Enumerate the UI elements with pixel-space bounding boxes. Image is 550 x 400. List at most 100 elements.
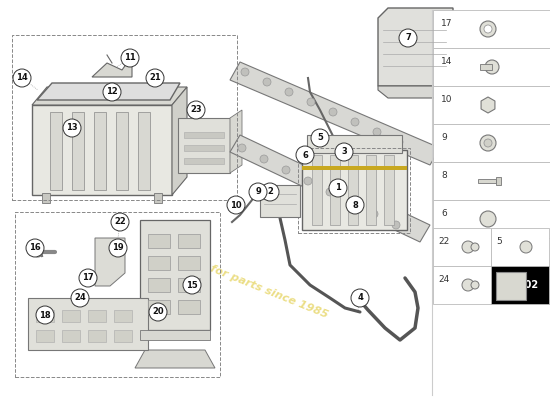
Bar (116, 112, 128, 190)
Bar (260, 185, 300, 217)
Text: 13: 13 (66, 124, 78, 132)
Circle shape (399, 29, 417, 47)
Bar (348, 155, 358, 225)
Bar (298, 148, 410, 233)
Circle shape (146, 69, 164, 87)
Circle shape (227, 196, 245, 214)
Text: 17: 17 (441, 20, 453, 28)
Bar (140, 330, 210, 340)
Bar (15, 212, 220, 377)
Bar (62, 330, 80, 342)
Bar (302, 150, 407, 230)
Circle shape (26, 239, 44, 257)
Bar (480, 64, 492, 70)
Bar (32, 105, 172, 195)
Circle shape (311, 129, 329, 147)
Text: 8: 8 (441, 172, 447, 180)
Bar (94, 112, 106, 190)
Bar (88, 330, 106, 342)
Polygon shape (92, 63, 132, 77)
Circle shape (13, 69, 31, 87)
Circle shape (296, 146, 314, 164)
Circle shape (485, 60, 499, 74)
Circle shape (285, 88, 293, 96)
Circle shape (33, 247, 43, 257)
Circle shape (326, 188, 334, 196)
Text: a passion for parts since 1985: a passion for parts since 1985 (150, 240, 329, 320)
Text: 15: 15 (186, 280, 198, 290)
Bar (148, 300, 170, 314)
Text: 9: 9 (441, 134, 447, 142)
Circle shape (63, 119, 81, 137)
Text: 22: 22 (438, 238, 449, 246)
Circle shape (346, 196, 364, 214)
Text: 22: 22 (114, 218, 126, 226)
Polygon shape (135, 350, 215, 368)
Circle shape (373, 128, 381, 136)
Circle shape (103, 83, 121, 101)
Polygon shape (378, 8, 453, 86)
Polygon shape (95, 238, 125, 286)
Text: 19: 19 (112, 244, 124, 252)
Bar (178, 118, 230, 173)
Polygon shape (32, 87, 187, 105)
Bar (148, 234, 170, 248)
Bar (72, 112, 84, 190)
Polygon shape (481, 97, 495, 113)
Circle shape (471, 281, 479, 289)
Text: 3: 3 (341, 148, 347, 156)
Circle shape (329, 108, 337, 116)
Bar (496, 177, 501, 185)
Bar (184, 145, 224, 151)
Bar (138, 112, 150, 190)
Circle shape (121, 49, 139, 67)
Circle shape (263, 78, 271, 86)
Bar (184, 132, 224, 138)
Text: 14: 14 (441, 58, 452, 66)
Circle shape (260, 155, 268, 163)
Text: 5: 5 (317, 134, 323, 142)
Text: 18: 18 (39, 310, 51, 320)
Polygon shape (37, 83, 180, 100)
Circle shape (484, 139, 492, 147)
Text: 21: 21 (149, 74, 161, 82)
Bar (42, 193, 50, 203)
Circle shape (149, 303, 167, 321)
Bar (433, 266, 491, 304)
Text: 10: 10 (441, 96, 453, 104)
Circle shape (282, 166, 290, 174)
Circle shape (392, 221, 400, 229)
Bar (433, 200, 550, 238)
Circle shape (329, 179, 347, 197)
Bar (491, 266, 549, 304)
Bar (302, 166, 407, 170)
Circle shape (109, 239, 127, 257)
Circle shape (351, 118, 359, 126)
Text: 23: 23 (190, 106, 202, 114)
Bar (148, 256, 170, 270)
Bar (433, 124, 550, 162)
Circle shape (480, 211, 496, 227)
Bar (178, 278, 200, 292)
Bar (62, 310, 80, 322)
Polygon shape (230, 135, 430, 242)
Circle shape (238, 144, 246, 152)
Bar (148, 278, 170, 292)
Circle shape (484, 25, 492, 33)
Circle shape (480, 135, 496, 151)
Bar (178, 234, 200, 248)
Text: 905 02: 905 02 (502, 280, 538, 290)
Text: 2: 2 (267, 188, 273, 196)
Text: 14: 14 (16, 74, 28, 82)
Bar (178, 256, 200, 270)
Circle shape (241, 68, 249, 76)
Text: 6: 6 (441, 210, 447, 218)
Bar (114, 310, 132, 322)
Polygon shape (378, 86, 438, 98)
Bar (330, 155, 340, 225)
Circle shape (187, 101, 205, 119)
Text: 4: 4 (357, 294, 363, 302)
Bar (114, 330, 132, 342)
Circle shape (351, 289, 369, 307)
Circle shape (36, 306, 54, 324)
